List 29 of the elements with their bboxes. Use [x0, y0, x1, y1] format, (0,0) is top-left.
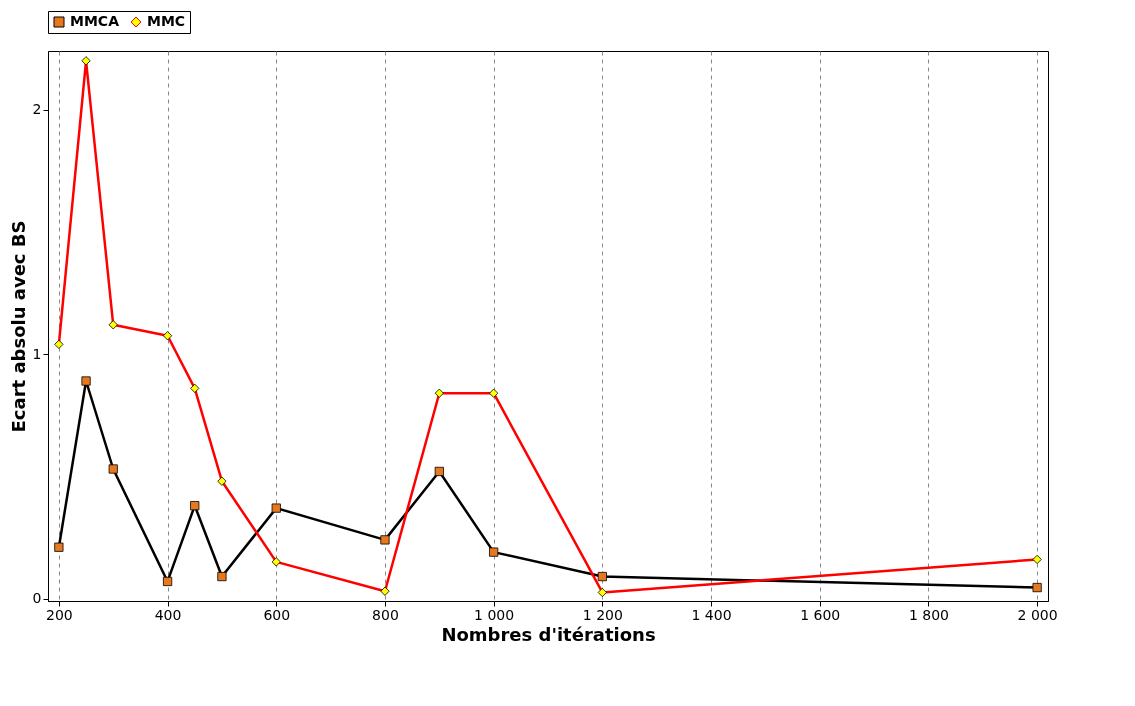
- x-tick-label: 800: [372, 606, 399, 623]
- x-tick-label: 600: [263, 606, 291, 623]
- point: [434, 466, 444, 477]
- point: [81, 376, 91, 386]
- y-tick-label: 2: [32, 101, 42, 118]
- legend-label: MMCA: [70, 13, 120, 29]
- x-tick-label: 200: [46, 606, 73, 623]
- point: [271, 503, 281, 513]
- point: [190, 501, 200, 511]
- y-tick-label: 0: [32, 590, 42, 607]
- x-tick-label: 1 200: [582, 606, 623, 623]
- point: [597, 571, 607, 582]
- y-axis-title: Ecart absolu avec BS: [7, 220, 29, 433]
- x-axis-title: Nombres d'itérations: [441, 623, 656, 645]
- point: [380, 535, 390, 545]
- y-tick-label: 1: [32, 345, 42, 362]
- x-tick-label: 400: [154, 606, 182, 623]
- x-tick-label: 2 000: [1017, 606, 1058, 623]
- x-tick-label: 1 000: [474, 606, 515, 623]
- point: [162, 576, 173, 587]
- x-tick-label: 1 400: [691, 606, 732, 623]
- point: [1032, 582, 1042, 593]
- point: [217, 571, 227, 582]
- point: [54, 542, 64, 552]
- point: [489, 547, 499, 557]
- legend-label: MMC: [147, 13, 186, 29]
- x-tick-label: 1 600: [800, 606, 841, 623]
- point: [108, 464, 118, 474]
- x-tick-label: 1 800: [908, 606, 949, 623]
